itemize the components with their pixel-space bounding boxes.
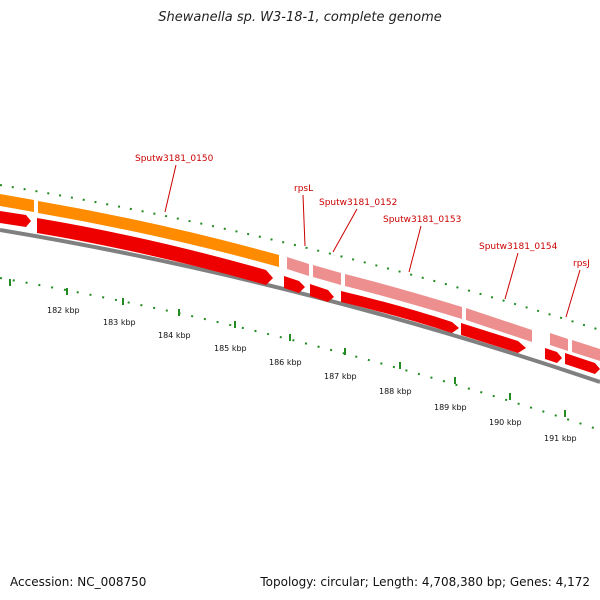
gene-labels: Sputw3181_0150 rpsL Sputw3181_0152 Sputw… <box>135 154 590 269</box>
gene-block-0149[interactable] <box>0 194 34 212</box>
forward-genes <box>0 194 600 361</box>
gene-label[interactable]: rpsJ <box>573 259 590 269</box>
gene-block-rpsL[interactable] <box>287 257 309 276</box>
gene-block-0150[interactable] <box>38 201 279 267</box>
gene-label[interactable]: Sputw3181_0154 <box>479 242 558 252</box>
accession-text: Accession: NC_008750 <box>10 575 147 589</box>
gene-arrow-r5[interactable] <box>341 291 459 333</box>
kbp-label: 182 kbp <box>47 306 80 315</box>
gene-arrow-r6[interactable] <box>461 323 526 353</box>
kbp-label: 189 kbp <box>434 403 467 412</box>
gene-block-0152[interactable] <box>313 265 341 285</box>
map-title: Shewanella sp. W3-18-1, complete genome <box>158 10 442 25</box>
outer-tick-track <box>0 184 600 331</box>
gene-arrow-r8[interactable] <box>565 353 600 374</box>
kbp-label: 183 kbp <box>103 318 136 327</box>
scale-major-ticks <box>9 279 566 417</box>
kbp-label: 191 kbp <box>544 434 577 443</box>
backbone <box>0 228 600 384</box>
gene-arrow-r4[interactable] <box>310 284 334 302</box>
gene-block-rpsJ[interactable] <box>572 340 600 361</box>
gene-block-0153[interactable] <box>345 274 462 319</box>
gene-label[interactable]: rpsL <box>294 184 313 194</box>
kbp-label: 186 kbp <box>269 358 302 367</box>
gene-arrow-r2[interactable] <box>37 218 273 285</box>
gene-arrow-r7[interactable] <box>545 348 562 363</box>
gene-leaders <box>164 164 581 318</box>
gene-block-0155[interactable] <box>550 333 568 351</box>
kbp-label: 187 kbp <box>324 372 357 381</box>
reverse-genes <box>0 211 600 374</box>
gene-label[interactable]: Sputw3181_0150 <box>135 154 214 164</box>
gene-arrow-r1[interactable] <box>0 211 31 227</box>
kbp-label: 188 kbp <box>379 387 412 396</box>
scale-labels: 182 kbp 183 kbp 184 kbp 185 kbp 186 kbp … <box>47 306 577 443</box>
gene-label[interactable]: Sputw3181_0153 <box>383 215 461 225</box>
genome-info-text: Topology: circular; Length: 4,708,380 bp… <box>260 575 590 589</box>
kbp-label: 184 kbp <box>158 331 191 340</box>
gene-block-0154[interactable] <box>466 308 532 342</box>
kbp-label: 185 kbp <box>214 344 247 353</box>
gene-label[interactable]: Sputw3181_0152 <box>319 198 397 208</box>
gene-arrow-r3[interactable] <box>284 276 305 293</box>
kbp-label: 190 kbp <box>489 418 522 427</box>
